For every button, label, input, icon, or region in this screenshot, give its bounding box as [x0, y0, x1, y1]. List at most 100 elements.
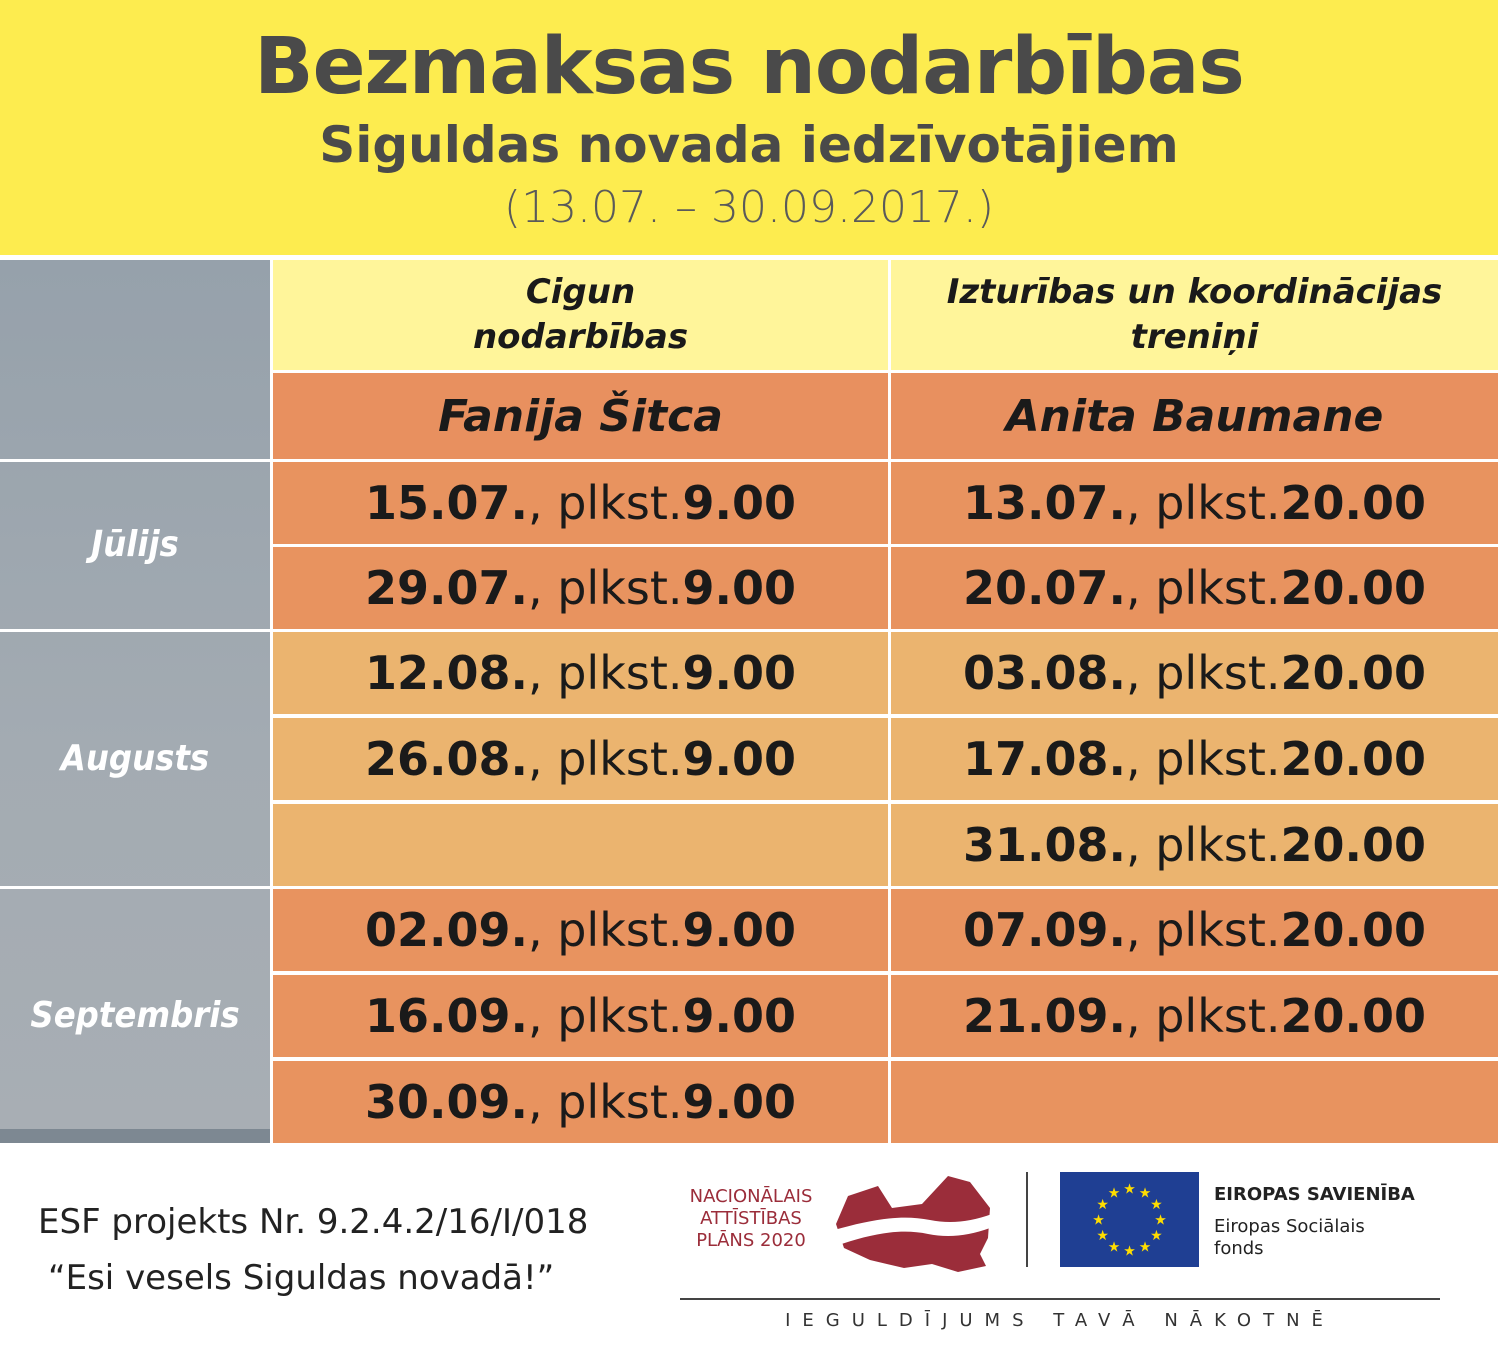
grid-line — [270, 260, 273, 1143]
nap-text-line: NACIONĀLAIS — [689, 1186, 813, 1207]
divider — [0, 629, 270, 632]
eu-star-icon: ★ — [1150, 1197, 1163, 1213]
session-date: 15.07. — [365, 476, 528, 530]
grid-line — [270, 801, 1498, 804]
time-prefix: , plkst. — [1125, 818, 1281, 872]
trainer-name-cell: Fanija Šitca — [273, 373, 888, 459]
grid-line — [270, 1058, 1498, 1061]
session-date: 31.08. — [963, 818, 1126, 872]
time-prefix: , plkst. — [527, 1075, 683, 1129]
session-time: 9.00 — [682, 732, 796, 786]
month-label-september: Septembris — [30, 995, 240, 1036]
header-banner: Bezmaksas nodarbības Siguldas novada ied… — [0, 0, 1498, 255]
schedule-cell: 16.09., plkst. 9.00 — [273, 975, 888, 1057]
eu-fund-line: fonds — [1214, 1238, 1264, 1259]
nap-text-line: ATTĪSTĪBAS — [700, 1208, 802, 1229]
session-date: 12.08. — [365, 646, 528, 700]
session-date: 21.09. — [963, 989, 1126, 1043]
divider — [0, 886, 270, 889]
eu-star-icon: ★ — [1154, 1213, 1167, 1229]
schedule-cell — [891, 1061, 1498, 1143]
project-motto: “Esi vesels Siguldas novadā!” — [48, 1258, 555, 1298]
time-prefix: , plkst. — [1125, 561, 1281, 615]
session-date: 17.08. — [963, 732, 1126, 786]
session-time: 9.00 — [682, 561, 796, 615]
month-label-august: Augusts — [60, 738, 210, 779]
eu-star-icon: ★ — [1123, 1244, 1136, 1260]
time-prefix: , plkst. — [1125, 476, 1281, 530]
grid-line — [270, 544, 1498, 547]
project-number: ESF projekts Nr. 9.2.4.2/16/I/018 — [38, 1202, 589, 1242]
eu-star-icon: ★ — [1108, 1239, 1121, 1255]
time-prefix: , plkst. — [527, 476, 683, 530]
month-panel — [0, 260, 270, 1143]
session-time: 20.00 — [1280, 732, 1426, 786]
session-time: 20.00 — [1280, 989, 1426, 1043]
eu-star-icon: ★ — [1092, 1213, 1105, 1229]
schedule-cell: 17.08., plkst. 20.00 — [891, 718, 1498, 800]
eu-star-icon: ★ — [1139, 1186, 1152, 1202]
schedule-cell: 03.08., plkst. 20.00 — [891, 632, 1498, 714]
time-prefix: , plkst. — [527, 903, 683, 957]
page-title: Bezmaksas nodarbības — [254, 22, 1245, 112]
eu-flag-icon: ★ ★ ★ ★ ★ ★ ★ ★ ★ ★ ★ ★ — [1060, 1172, 1199, 1267]
latvia-map-icon — [834, 1176, 992, 1272]
session-date: 30.09. — [365, 1075, 528, 1129]
schedule-cell: 02.09., plkst. 9.00 — [273, 889, 888, 971]
date-range: (13.07. – 30.09.2017.) — [503, 182, 995, 233]
session-time: 9.00 — [682, 903, 796, 957]
page-subtitle: Siguldas novada iedzīvotājiem — [319, 116, 1179, 174]
nap-text-line: PLĀNS 2020 — [696, 1230, 806, 1251]
eu-fund-line: Eiropas Sociālais — [1214, 1216, 1365, 1237]
time-prefix: , plkst. — [527, 732, 683, 786]
session-time: 20.00 — [1280, 646, 1426, 700]
session-time: 9.00 — [682, 646, 796, 700]
schedule-cell: 29.07., plkst. 9.00 — [273, 547, 888, 629]
column-heading-endurance: Izturības un koordinācijas treniņi — [891, 260, 1498, 370]
column-heading-text: Cigun nodarbības — [472, 272, 689, 357]
divider — [680, 1298, 1440, 1300]
session-time: 9.00 — [682, 989, 796, 1043]
session-time: 20.00 — [1280, 903, 1426, 957]
time-prefix: , plkst. — [527, 989, 683, 1043]
session-date: 07.09. — [963, 903, 1126, 957]
time-prefix: , plkst. — [527, 646, 683, 700]
grid-line — [270, 459, 1498, 462]
grid-line — [270, 886, 1498, 889]
time-prefix: , plkst. — [1125, 646, 1281, 700]
schedule-cell: 07.09., plkst. 20.00 — [891, 889, 1498, 971]
session-date: 03.08. — [963, 646, 1126, 700]
schedule-cell: 12.08., plkst. 9.00 — [273, 632, 888, 714]
session-date: 16.09. — [365, 989, 528, 1043]
column-heading-cigun: Cigun nodarbības — [273, 260, 888, 370]
time-prefix: , plkst. — [1125, 732, 1281, 786]
eu-star-icon: ★ — [1139, 1239, 1152, 1255]
schedule-cell — [273, 804, 888, 886]
session-time: 20.00 — [1280, 561, 1426, 615]
tagline: IEGULDĪJUMS TAVĀ NĀKOTNĒ — [785, 1310, 1335, 1331]
session-date: 26.08. — [365, 732, 528, 786]
schedule-cell: 26.08., plkst. 9.00 — [273, 718, 888, 800]
grid-line — [270, 629, 1498, 632]
schedule-cell: 30.09., plkst. 9.00 — [273, 1061, 888, 1143]
nap-logo-text: NACIONĀLAIS ATTĪSTĪBAS PLĀNS 2020 — [676, 1186, 826, 1252]
trainer-name: Anita Baumane — [1005, 390, 1384, 442]
eu-fund-text: Eiropas Sociālais fonds — [1214, 1216, 1414, 1260]
schedule-cell: 31.08., plkst. 20.00 — [891, 804, 1498, 886]
eu-star-icon: ★ — [1108, 1186, 1121, 1202]
horizon-decoration — [0, 1129, 270, 1143]
divider — [0, 459, 270, 462]
session-date: 13.07. — [963, 476, 1126, 530]
session-date: 20.07. — [963, 561, 1126, 615]
session-time: 9.00 — [682, 476, 796, 530]
month-label-july: Jūlijs — [91, 524, 179, 565]
session-date: 02.09. — [365, 903, 528, 957]
session-time: 20.00 — [1280, 476, 1426, 530]
schedule-cell: 15.07., plkst. 9.00 — [273, 462, 888, 544]
session-time: 9.00 — [682, 1075, 796, 1129]
schedule-cell: 13.07., plkst. 20.00 — [891, 462, 1498, 544]
schedule-cell: 20.07., plkst. 20.00 — [891, 547, 1498, 629]
time-prefix: , plkst. — [1125, 903, 1281, 957]
eu-star-icon: ★ — [1123, 1182, 1136, 1198]
eu-title: EIROPAS SAVIENĪBA — [1214, 1184, 1415, 1205]
